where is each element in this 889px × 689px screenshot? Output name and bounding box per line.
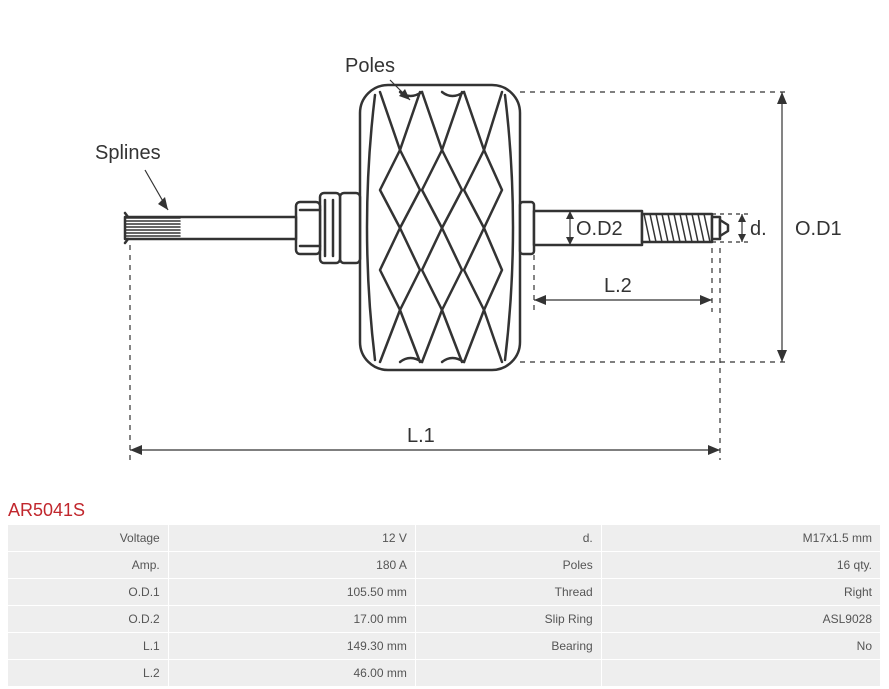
spec-label: Voltage: [8, 525, 169, 552]
spec-label: d.: [416, 525, 602, 552]
label-l2: L.2: [604, 275, 632, 298]
spec-value: M17x1.5 mm: [602, 525, 881, 552]
spec-table: Voltage12 Vd.M17x1.5 mmAmp.180 APoles16 …: [8, 525, 881, 687]
label-splines: Splines: [95, 142, 161, 165]
spec-label: O.D.2: [8, 606, 169, 633]
label-od2: O.D2: [576, 218, 623, 241]
label-od1: O.D1: [795, 218, 842, 241]
spec-value: 17.00 mm: [169, 606, 416, 633]
spec-value: ASL9028: [602, 606, 881, 633]
spec-label: Poles: [416, 552, 602, 579]
table-row: L.246.00 mm: [8, 660, 881, 687]
spec-value: [602, 660, 881, 687]
spec-label: L.1: [8, 633, 169, 660]
label-d: d.: [750, 218, 767, 241]
table-row: O.D.1105.50 mmThreadRight: [8, 579, 881, 606]
spec-label: O.D.1: [8, 579, 169, 606]
label-l1: L.1: [407, 425, 435, 448]
rotor-diagram: Poles Splines O.D1 O.D2 d. L.2 L.1: [0, 0, 889, 500]
spec-label: Amp.: [8, 552, 169, 579]
spec-value: No: [602, 633, 881, 660]
spec-label: Bearing: [416, 633, 602, 660]
table-row: O.D.217.00 mmSlip RingASL9028: [8, 606, 881, 633]
spec-label: L.2: [8, 660, 169, 687]
spec-label: [416, 660, 602, 687]
table-row: L.1149.30 mmBearingNo: [8, 633, 881, 660]
spec-value: 180 A: [169, 552, 416, 579]
part-number: AR5041S: [8, 500, 85, 521]
table-row: Amp.180 APoles16 qty.: [8, 552, 881, 579]
spec-value: 105.50 mm: [169, 579, 416, 606]
spec-value: Right: [602, 579, 881, 606]
spec-value: 46.00 mm: [169, 660, 416, 687]
spec-value: 149.30 mm: [169, 633, 416, 660]
label-poles: Poles: [345, 55, 395, 78]
spec-value: 16 qty.: [602, 552, 881, 579]
spec-value: 12 V: [169, 525, 416, 552]
spec-label: Thread: [416, 579, 602, 606]
spec-label: Slip Ring: [416, 606, 602, 633]
table-row: Voltage12 Vd.M17x1.5 mm: [8, 525, 881, 552]
